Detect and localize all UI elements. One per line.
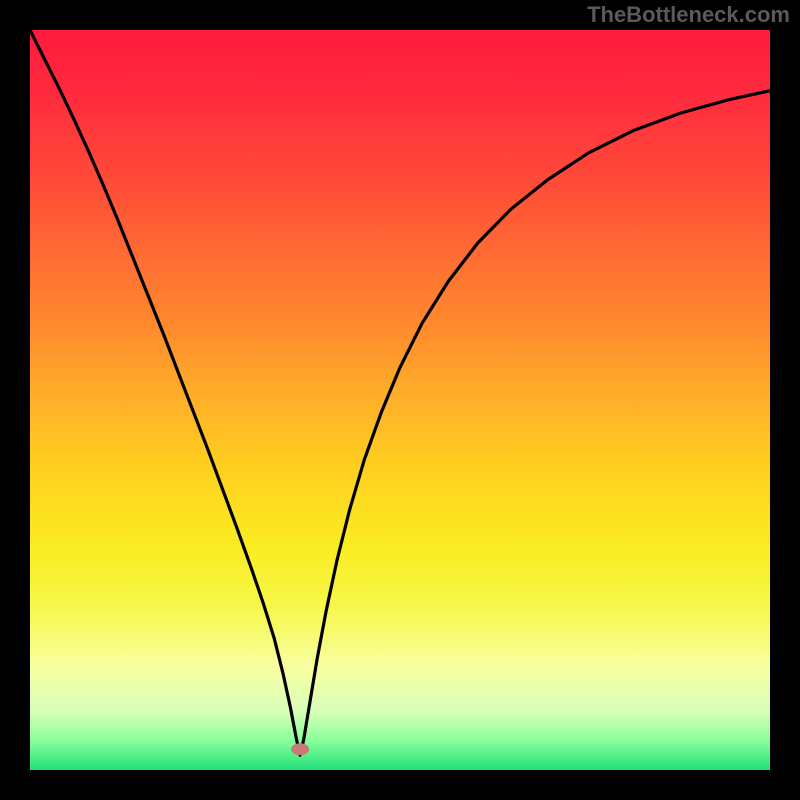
optimum-marker [291,743,309,755]
watermark-text: TheBottleneck.com [587,2,790,28]
chart-container: TheBottleneck.com [0,0,800,800]
gradient-background [30,30,770,770]
plot-area [30,30,770,770]
